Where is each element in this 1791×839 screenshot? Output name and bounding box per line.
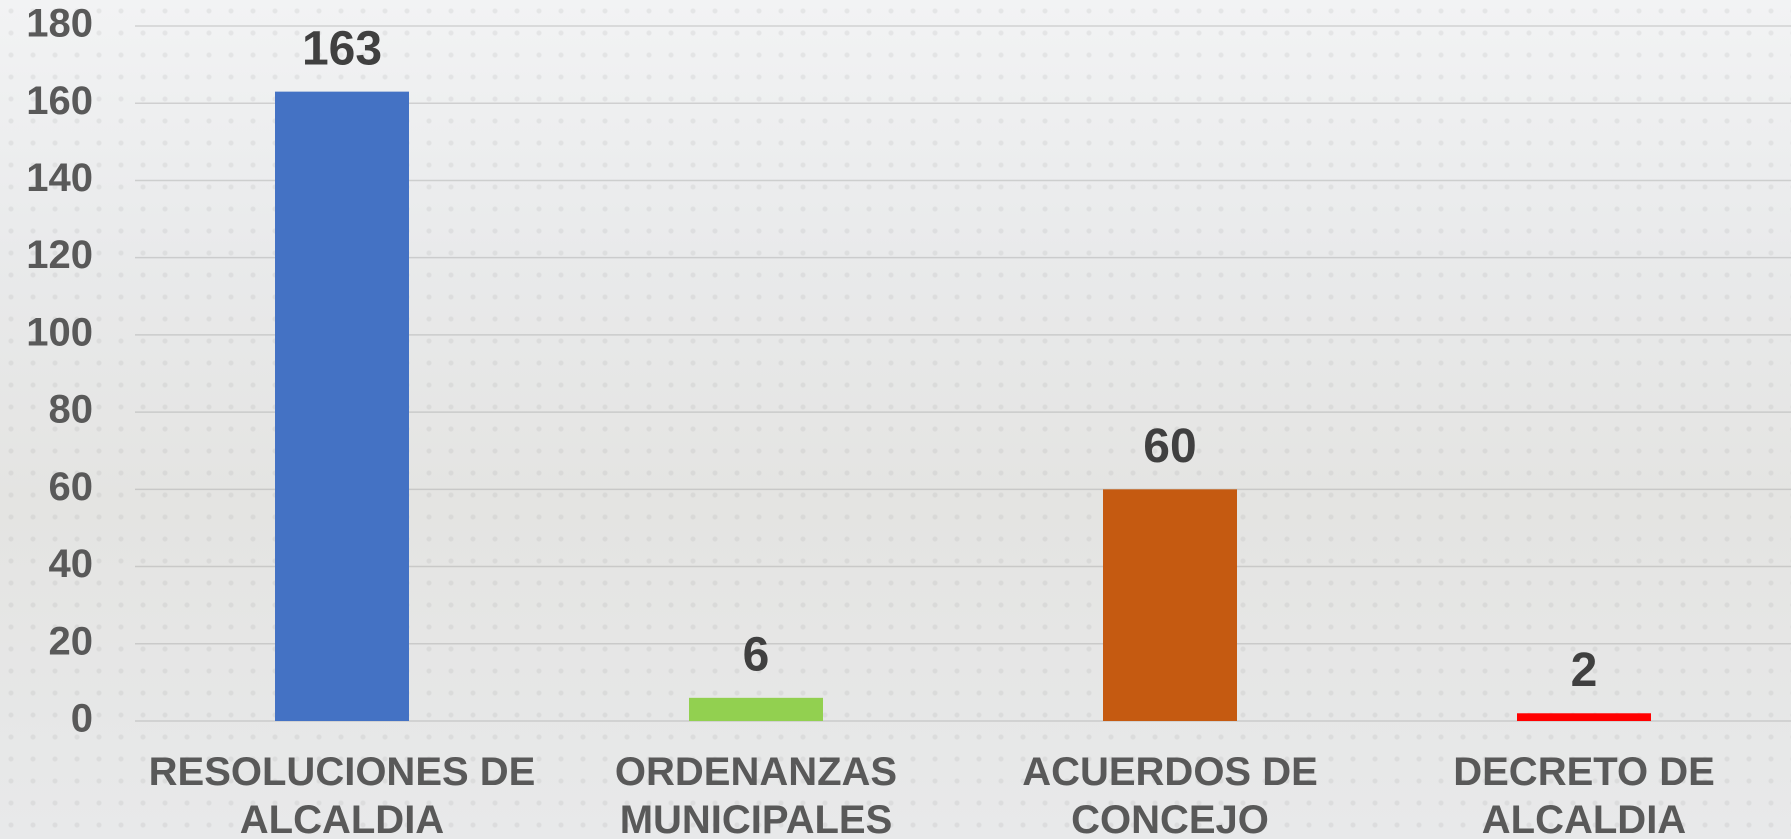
bar bbox=[689, 698, 823, 721]
chart: 0 20 40 60 80 100 120 140 160 180 163 6 60 2 RESOLUCI… bbox=[0, 0, 1791, 839]
bar bbox=[1103, 489, 1237, 721]
y-tick-label: 20 bbox=[49, 619, 94, 663]
plot-area: 0 20 40 60 80 100 120 140 160 180 163 6 60 2 bbox=[0, 0, 1791, 839]
value-label: 2 bbox=[1571, 644, 1598, 697]
bar bbox=[275, 92, 409, 721]
y-tick-label: 140 bbox=[26, 156, 93, 200]
y-tick-label: 120 bbox=[26, 233, 93, 277]
y-tick-label: 60 bbox=[49, 465, 94, 509]
x-tick-label: RESOLUCIONES DE ALCALDIA bbox=[127, 748, 557, 839]
y-tick-label: 160 bbox=[26, 79, 93, 123]
x-tick-label: DECRETO DE ALCALDIA bbox=[1369, 748, 1791, 839]
x-tick-label: ORDENANZAS MUNICIPALES bbox=[541, 748, 971, 839]
y-tick-label: 0 bbox=[71, 697, 93, 741]
y-tick-label: 80 bbox=[49, 388, 94, 432]
y-tick-label: 100 bbox=[26, 310, 93, 354]
value-label: 60 bbox=[1143, 420, 1196, 473]
bar bbox=[1517, 713, 1651, 721]
x-tick-label: ACUERDOS DE CONCEJO bbox=[955, 748, 1385, 839]
value-label: 6 bbox=[743, 629, 770, 682]
value-label: 163 bbox=[302, 22, 382, 75]
y-tick-label: 180 bbox=[26, 2, 93, 46]
y-tick-label: 40 bbox=[49, 542, 94, 586]
